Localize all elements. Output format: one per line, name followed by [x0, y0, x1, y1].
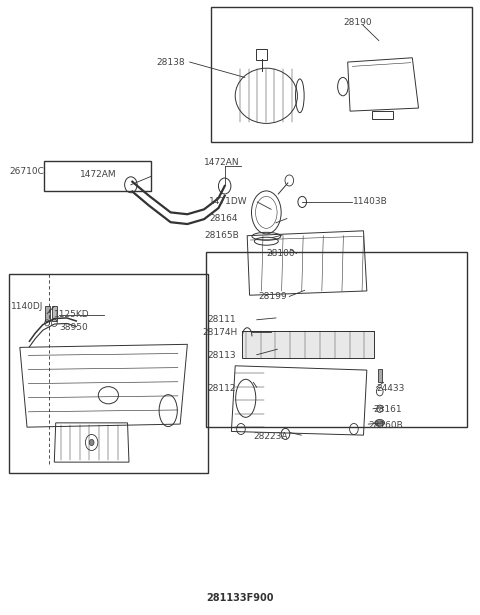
Text: 24433: 24433 — [376, 384, 405, 393]
Text: 28190: 28190 — [343, 18, 372, 26]
Text: 28165B: 28165B — [204, 231, 239, 240]
Circle shape — [89, 440, 94, 445]
Text: 28111: 28111 — [207, 315, 236, 324]
Bar — [378, 369, 382, 383]
Text: 1472AN: 1472AN — [204, 157, 240, 167]
Text: 11403B: 11403B — [352, 197, 387, 207]
Bar — [256, 49, 267, 60]
Text: 28161: 28161 — [373, 405, 402, 415]
Text: 28112: 28112 — [207, 384, 236, 393]
Text: 38950: 38950 — [59, 323, 88, 331]
Text: 28199: 28199 — [258, 292, 287, 301]
Text: 28174H: 28174H — [203, 328, 238, 336]
Bar — [45, 306, 49, 321]
Text: 1471DW: 1471DW — [209, 197, 248, 207]
Bar — [52, 306, 57, 321]
Text: 1472AM: 1472AM — [80, 170, 116, 180]
Bar — [211, 7, 472, 142]
Text: 26710C: 26710C — [9, 167, 44, 176]
Text: 28100: 28100 — [266, 249, 295, 258]
Bar — [9, 274, 208, 473]
Bar — [44, 162, 152, 191]
Bar — [242, 331, 374, 359]
Bar — [206, 252, 468, 427]
Text: 1125KD: 1125KD — [54, 311, 90, 319]
Text: 28164: 28164 — [209, 214, 238, 223]
Text: 28113: 28113 — [207, 351, 236, 360]
Text: 1140DJ: 1140DJ — [11, 302, 44, 311]
Text: 28138: 28138 — [156, 58, 185, 66]
Ellipse shape — [375, 419, 384, 426]
Text: 28223A: 28223A — [253, 432, 288, 441]
Bar — [372, 111, 393, 119]
Text: 28160B: 28160B — [368, 421, 403, 430]
Text: 281133F900: 281133F900 — [206, 593, 274, 603]
